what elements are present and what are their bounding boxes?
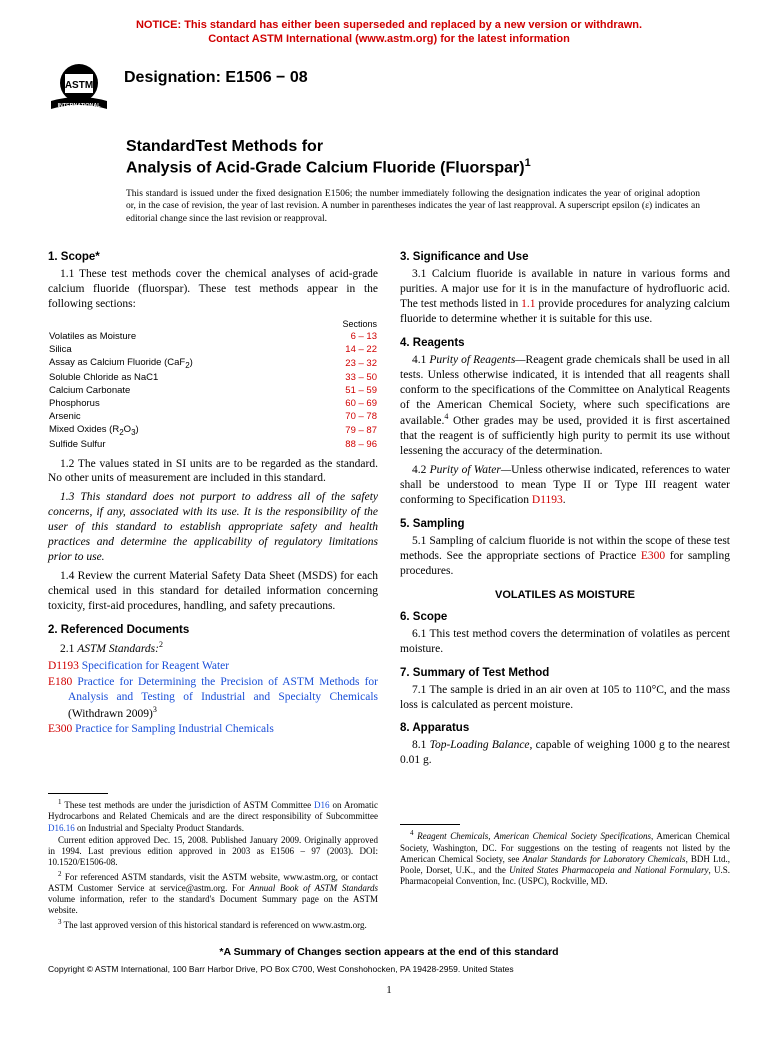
svg-text:ASTM: ASTM: [65, 80, 93, 91]
footnote-2: 2 For referenced ASTM standards, visit t…: [48, 870, 378, 917]
right-column: 3. Significance and Use 3.1 Calcium fluo…: [400, 241, 730, 932]
para-1-3: 1.3 This standard does not purport to ad…: [48, 490, 378, 565]
para-1-2: 1.2 The values stated in SI units are to…: [48, 457, 378, 487]
notice-line1: NOTICE: This standard has either been su…: [136, 19, 642, 31]
summary-of-changes-note: *A Summary of Changes section appears at…: [48, 946, 730, 958]
header-row: ASTM INTERNATIONAL Designation: E1506 − …: [48, 61, 730, 119]
footnote-rule-right: [400, 824, 460, 825]
table-row: Arsenic70 – 78: [48, 410, 378, 423]
committee-link[interactable]: D16: [314, 800, 330, 810]
para-8-1: 8.1 Top-Loading Balance, capable of weig…: [400, 738, 730, 768]
reagents-heading: 4. Reagents: [400, 337, 730, 349]
footnote-1b: Current edition approved Dec. 15, 2008. …: [48, 835, 378, 869]
para-6-1: 6.1 This test method covers the determin…: [400, 627, 730, 657]
ref-link[interactable]: D1193: [48, 660, 79, 672]
ref-e180: E180 Practice for Determining the Precis…: [48, 675, 378, 722]
page: NOTICE: This standard has either been su…: [0, 0, 778, 1041]
para-7-1: 7.1 The sample is dried in an air oven a…: [400, 683, 730, 713]
ref-link[interactable]: E300: [48, 723, 72, 735]
astm-logo-icon: ASTM INTERNATIONAL: [48, 61, 110, 119]
table-row: Sulfide Sulfur88 – 96: [48, 438, 378, 451]
title-line1: StandardTest Methods for: [126, 137, 730, 157]
designation: Designation: E1506 − 08: [124, 61, 308, 87]
page-number: 1: [48, 984, 730, 996]
apparatus-heading: 8. Apparatus: [400, 722, 730, 734]
footnote-rule: [48, 793, 108, 794]
ref-link[interactable]: Practice for Determining the Precision o…: [68, 676, 378, 703]
scope-6-heading: 6. Scope: [400, 611, 730, 623]
section-link[interactable]: 1.1: [521, 298, 535, 310]
ref-link[interactable]: Specification for Reagent Water: [82, 660, 229, 672]
volatiles-section-break: VOLATILES AS MOISTURE: [400, 589, 730, 601]
para-5-1: 5.1 Sampling of calcium fluoride is not …: [400, 534, 730, 579]
sections-table: Sections Volatiles as Moisture6 – 13 Sil…: [48, 318, 378, 451]
para-4-2: 4.2 Purity of Water—Unless otherwise ind…: [400, 463, 730, 508]
table-row: Soluble Chloride as NaC133 – 50: [48, 371, 378, 384]
ref-link[interactable]: Practice for Sampling Industrial Chemica…: [75, 723, 274, 735]
ref-link[interactable]: E180: [48, 676, 72, 688]
title-line2: Analysis of Acid-Grade Calcium Fluoride …: [126, 157, 730, 178]
issuance-note: This standard is issued under the fixed …: [126, 188, 730, 225]
para-2-1: 2.1 ASTM Standards:2: [48, 640, 378, 657]
ref-e300: E300 Practice for Sampling Industrial Ch…: [48, 722, 378, 737]
table-row: Mixed Oxides (R2O3)79 – 87: [48, 423, 378, 438]
svg-text:INTERNATIONAL: INTERNATIONAL: [58, 103, 102, 109]
table-row: Phosphorus60 – 69: [48, 397, 378, 410]
referenced-docs-heading: 2. Referenced Documents: [48, 624, 378, 636]
notice-banner: NOTICE: This standard has either been su…: [48, 18, 730, 47]
footnote-4: 4 Reagent Chemicals, American Chemical S…: [400, 829, 730, 887]
notice-line2: Contact ASTM International (www.astm.org…: [208, 33, 570, 45]
table-row: Volatiles as Moisture6 – 13: [48, 330, 378, 343]
footnote-3: 3 The last approved version of this hist…: [48, 918, 378, 931]
title-block: StandardTest Methods for Analysis of Aci…: [126, 137, 730, 178]
scope-heading: 1. Scope*: [48, 251, 378, 263]
para-4-1: 4.1 Purity of Reagents—Reagent grade che…: [400, 353, 730, 459]
two-column-body: 1. Scope* 1.1 These test methods cover t…: [48, 241, 730, 932]
sampling-heading: 5. Sampling: [400, 518, 730, 530]
summary-heading: 7. Summary of Test Method: [400, 667, 730, 679]
copyright-line: Copyright © ASTM International, 100 Barr…: [48, 964, 730, 974]
table-row: Assay as Calcium Fluoride (CaF2)23 – 32: [48, 356, 378, 371]
subcommittee-link[interactable]: D16.16: [48, 823, 75, 833]
para-1-4: 1.4 Review the current Material Safety D…: [48, 569, 378, 614]
footnote-1: 1 These test methods are under the juris…: [48, 798, 378, 834]
para-1-1: 1.1 These test methods cover the chemica…: [48, 267, 378, 312]
significance-heading: 3. Significance and Use: [400, 251, 730, 263]
table-row: Calcium Carbonate51 – 59: [48, 384, 378, 397]
table-row: Silica14 – 22: [48, 343, 378, 356]
para-3-1: 3.1 Calcium fluoride is available in nat…: [400, 267, 730, 327]
sections-col-header: Sections: [312, 318, 378, 330]
practice-link[interactable]: E300: [641, 550, 665, 562]
ref-d1193: D1193 Specification for Reagent Water: [48, 659, 378, 674]
spec-link[interactable]: D1193: [532, 494, 563, 506]
left-column: 1. Scope* 1.1 These test methods cover t…: [48, 241, 378, 932]
